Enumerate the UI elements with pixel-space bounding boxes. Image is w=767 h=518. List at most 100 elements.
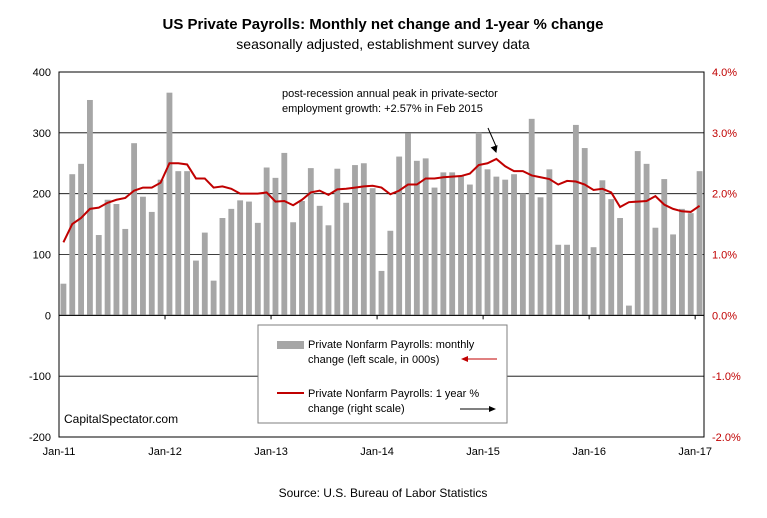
bar: [237, 200, 244, 316]
bar: [687, 213, 694, 316]
bar: [272, 177, 279, 316]
bar: [413, 160, 420, 316]
left-tick-label: 100: [33, 250, 51, 262]
bar: [201, 232, 208, 316]
chart-title: US Private Payrolls: Monthly net change …: [163, 16, 604, 33]
bar: [352, 165, 358, 316]
bar: [537, 197, 544, 316]
bar: [572, 124, 579, 316]
bar: [449, 172, 456, 316]
bar: [193, 260, 199, 316]
bar: [307, 168, 314, 316]
right-tick-label: -2.0%: [712, 432, 741, 444]
x-tick-label: Jan-17: [678, 446, 712, 458]
bar: [678, 208, 685, 316]
bar: [634, 151, 641, 316]
line-series: [62, 157, 701, 243]
bar: [290, 222, 297, 316]
bar: [440, 172, 447, 316]
axes: -200 -100 0 100 200 300 400 -2.0% -1.0% 0.0% 1.0% 2…: [29, 67, 741, 458]
annotation: post-recession annual peak in private-se…: [282, 88, 498, 153]
bar: [360, 163, 367, 316]
bar: [175, 171, 182, 316]
bar: [325, 225, 332, 316]
bar: [131, 143, 138, 316]
bar: [599, 180, 606, 316]
left-tick-label: -200: [29, 432, 51, 444]
right-tick-label: 4.0%: [712, 67, 737, 79]
bar: [60, 283, 67, 316]
legend: Private Nonfarm Payrolls: monthly change…: [257, 324, 508, 424]
bar: [246, 201, 252, 316]
bar: [299, 200, 305, 316]
legend-bar-arrowhead: [461, 356, 468, 362]
annotation-arrowhead: [490, 145, 498, 153]
annotation-arrow: [487, 127, 497, 148]
bar: [113, 204, 120, 316]
bar: [652, 227, 659, 316]
left-tick-label: 0: [45, 310, 51, 322]
bar: [422, 158, 429, 316]
legend-bar-label-2: change (left scale, in 000s): [308, 354, 439, 366]
bar: [493, 176, 500, 316]
left-tick-label: -100: [29, 371, 51, 383]
bar: [643, 163, 650, 316]
bar: [69, 174, 76, 316]
bar: [95, 235, 102, 316]
right-tick-label: 1.0%: [712, 250, 737, 262]
bar: [219, 218, 226, 316]
bar: [378, 270, 385, 316]
bar: [87, 99, 93, 316]
x-tick-label: Jan-16: [572, 446, 606, 458]
bar: [157, 179, 164, 316]
bar: [104, 199, 111, 316]
bar: [396, 156, 403, 316]
bar: [166, 92, 173, 316]
bar: [617, 218, 623, 316]
bar: [78, 163, 85, 316]
right-tick-label: 2.0%: [712, 189, 737, 201]
bar: [546, 169, 553, 316]
bar: [343, 202, 350, 316]
legend-line-label-2: change (right scale): [308, 403, 405, 415]
bar: [502, 179, 509, 316]
bar: [555, 244, 562, 316]
legend-bar-label-1: Private Nonfarm Payrolls: monthly: [308, 339, 475, 351]
bar: [625, 305, 632, 316]
bar: [228, 208, 235, 316]
bar: [608, 199, 615, 316]
bar: [369, 188, 376, 316]
bar-series: [60, 92, 703, 316]
watermark: CapitalSpectator.com: [64, 412, 178, 426]
line-series-path: [62, 157, 701, 243]
bar: [316, 205, 323, 316]
bar: [334, 168, 341, 316]
bar: [581, 148, 588, 316]
legend-line-arrowhead: [489, 406, 496, 412]
right-tick-label: 0.0%: [712, 310, 737, 322]
left-tick-label: 300: [33, 128, 51, 140]
bar: [475, 132, 482, 316]
bar: [590, 247, 597, 316]
x-tick-label: Jan-15: [466, 446, 500, 458]
bar: [519, 193, 526, 316]
bar: [511, 174, 517, 316]
annotation-line2: employment growth: +2.57% in Feb 2015: [282, 103, 483, 115]
bar: [148, 211, 155, 316]
legend-line-label-1: Private Nonfarm Payrolls: 1 year %: [308, 388, 479, 400]
bar: [528, 118, 535, 316]
right-tick-label: 3.0%: [712, 128, 737, 140]
bar: [122, 228, 129, 316]
bar: [263, 167, 270, 316]
annotation-line1: post-recession annual peak in private-se…: [282, 88, 498, 100]
right-tick-label: -1.0%: [712, 371, 741, 383]
left-tick-label: 200: [33, 189, 51, 201]
source-note: Source: U.S. Bureau of Labor Statistics: [279, 486, 488, 500]
bar: [661, 179, 668, 316]
bar: [670, 234, 676, 316]
bar: [458, 175, 464, 316]
left-tick-label: 400: [33, 67, 51, 79]
x-tick-label: Jan-12: [148, 446, 182, 458]
bar: [466, 184, 473, 316]
